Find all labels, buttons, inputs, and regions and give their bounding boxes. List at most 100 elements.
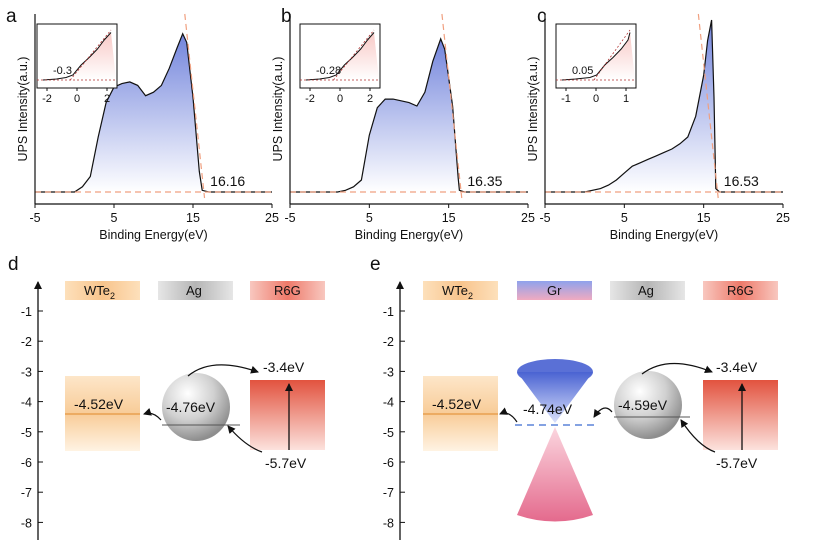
x-tick-label: 15 xyxy=(186,211,200,225)
gr-label-bar xyxy=(517,281,592,300)
panel-c: c xyxy=(537,6,547,27)
wte2-level: -4.52eV xyxy=(74,396,124,412)
inset-onset-value: -0.28 xyxy=(316,65,341,77)
ups-chart-c: -5 5 15 25 Binding Energy(eV) UPS Intensity(a… xyxy=(526,13,790,242)
inset-tangent xyxy=(333,29,375,81)
inset-x-tick-label: 1 xyxy=(623,93,629,105)
energy-tick-label: -1 xyxy=(383,305,394,319)
inset-a: -0.3 -2 0 2 xyxy=(36,23,118,105)
x-tick-label: -5 xyxy=(29,211,40,225)
wte2-label: WTe2 xyxy=(84,283,115,301)
energy-tick-label: -3 xyxy=(21,365,32,379)
energy-tick-label: -6 xyxy=(21,456,32,470)
inset-x-tick-label: -2 xyxy=(42,93,52,105)
y-axis-label: UPS Intensity(a.u.) xyxy=(16,57,30,162)
inset-x-tick-label: 2 xyxy=(367,93,373,105)
x-tick-label: 25 xyxy=(521,211,535,225)
ag-level: -4.59eV xyxy=(618,397,668,413)
ag-label: Ag xyxy=(638,283,654,298)
energy-axis-ticks: -1 -2 -3 -4 -5 -6 -7 -8 xyxy=(21,305,43,530)
x-tick-label: -5 xyxy=(284,211,295,225)
x-tick-label: 25 xyxy=(265,211,279,225)
panel-b: b xyxy=(281,6,292,27)
r6g-homo: -5.7eV xyxy=(265,455,307,471)
r6g-homo: -5.7eV xyxy=(716,455,758,471)
r6g-label-bar xyxy=(703,281,778,300)
panel-label-e: e xyxy=(370,254,381,275)
energy-tick-label: -6 xyxy=(383,456,394,470)
energy-tick-label: -4 xyxy=(21,396,32,410)
dirac-cone-upper xyxy=(517,372,593,423)
inset-line xyxy=(42,32,112,81)
inset-x-tick-label: -1 xyxy=(561,93,571,105)
gr-level: -4.74eV xyxy=(523,401,573,417)
lumo-to-ag-arrow xyxy=(187,364,259,377)
wte2-label-bar xyxy=(65,281,140,300)
ag-to-gr-arrow xyxy=(593,407,613,418)
spectrum-fill xyxy=(290,38,528,193)
panel-label-b: b xyxy=(281,6,292,27)
spectrum-line xyxy=(35,32,272,193)
energy-tick-label: -4 xyxy=(383,396,394,410)
inset-x-tick-label: -2 xyxy=(305,93,315,105)
inset-fill xyxy=(39,32,116,80)
r6g-label: R6G xyxy=(727,283,754,298)
x-axis-label: Binding Energy(eV) xyxy=(99,228,207,242)
ag-label-bar xyxy=(610,281,685,300)
energy-tick-label: -7 xyxy=(21,486,32,500)
ag-to-wte2-arrow xyxy=(143,407,162,421)
inset-fill xyxy=(302,32,379,80)
ag-sphere xyxy=(614,371,682,439)
dirac-cone-lower xyxy=(517,427,593,522)
panel-label-a: a xyxy=(6,6,17,27)
ag-sphere xyxy=(162,373,230,441)
gr-to-wte2-arrow xyxy=(499,407,518,423)
panel-a: a xyxy=(6,6,17,27)
panel-d: d -1 -2 -3 -4 -5 -6 -7 -8 WTe2 -4.52eV Ag -4.76… xyxy=(8,254,325,540)
inset-onset-value: -0.3 xyxy=(53,65,72,77)
y-axis-label: UPS Intensity(a.u.) xyxy=(526,57,540,162)
cutoff-value: 16.35 xyxy=(467,173,502,189)
energy-axis-ticks: -1 -2 -3 -4 -5 -6 -7 -8 xyxy=(383,305,405,530)
ag-label-bar xyxy=(158,281,233,300)
wte2-label: WTe2 xyxy=(442,283,473,301)
panel-e: e -1 -2 -3 -4 -5 -6 -7 -8 WTe2 -4.52eV Gr -4.74… xyxy=(370,254,778,540)
r6g-label-bar xyxy=(250,281,325,300)
x-axis-label: Binding Energy(eV) xyxy=(610,228,718,242)
wte2-level: -4.52eV xyxy=(432,396,482,412)
energy-tick-label: -5 xyxy=(383,426,394,440)
spectrum-fill xyxy=(545,20,783,192)
spectrum-line xyxy=(545,19,783,193)
x-tick-label: 15 xyxy=(697,211,711,225)
r6g-block xyxy=(250,380,325,450)
cutoff-fit xyxy=(441,13,463,199)
inset-x-tick-label: 0 xyxy=(74,93,80,105)
panel-label-c: c xyxy=(537,6,547,27)
inset-x-tick-label: 0 xyxy=(593,93,599,105)
spectrum-line xyxy=(290,37,528,193)
x-tick-label: 15 xyxy=(442,211,456,225)
spectrum-fill xyxy=(35,33,272,192)
y-axis-label: UPS Intensity(a.u.) xyxy=(271,57,285,162)
inset-c: 0.05 -1 0 1 xyxy=(555,23,637,105)
x-tick-label: 5 xyxy=(621,211,628,225)
energy-tick-label: -2 xyxy=(21,335,32,349)
x-tick-label: 5 xyxy=(366,211,373,225)
wte2-label-bar xyxy=(423,281,498,300)
energy-tick-label: -2 xyxy=(383,335,394,349)
r6g-lumo: -3.4eV xyxy=(263,359,305,375)
energy-tick-label: -8 xyxy=(383,516,394,530)
ag-label: Ag xyxy=(186,283,202,298)
x-tick-label: -5 xyxy=(539,211,550,225)
gr-label: Gr xyxy=(547,283,562,298)
lumo-to-ag-arrow xyxy=(641,362,713,375)
homo-to-ag-arrow xyxy=(680,419,716,453)
panel-label-d: d xyxy=(8,254,19,275)
r6g-lumo: -3.4eV xyxy=(716,359,758,375)
r6g-block xyxy=(703,380,778,450)
energy-tick-label: -8 xyxy=(21,516,32,530)
x-tick-label: 25 xyxy=(776,211,790,225)
cutoff-value: 16.53 xyxy=(724,173,759,189)
